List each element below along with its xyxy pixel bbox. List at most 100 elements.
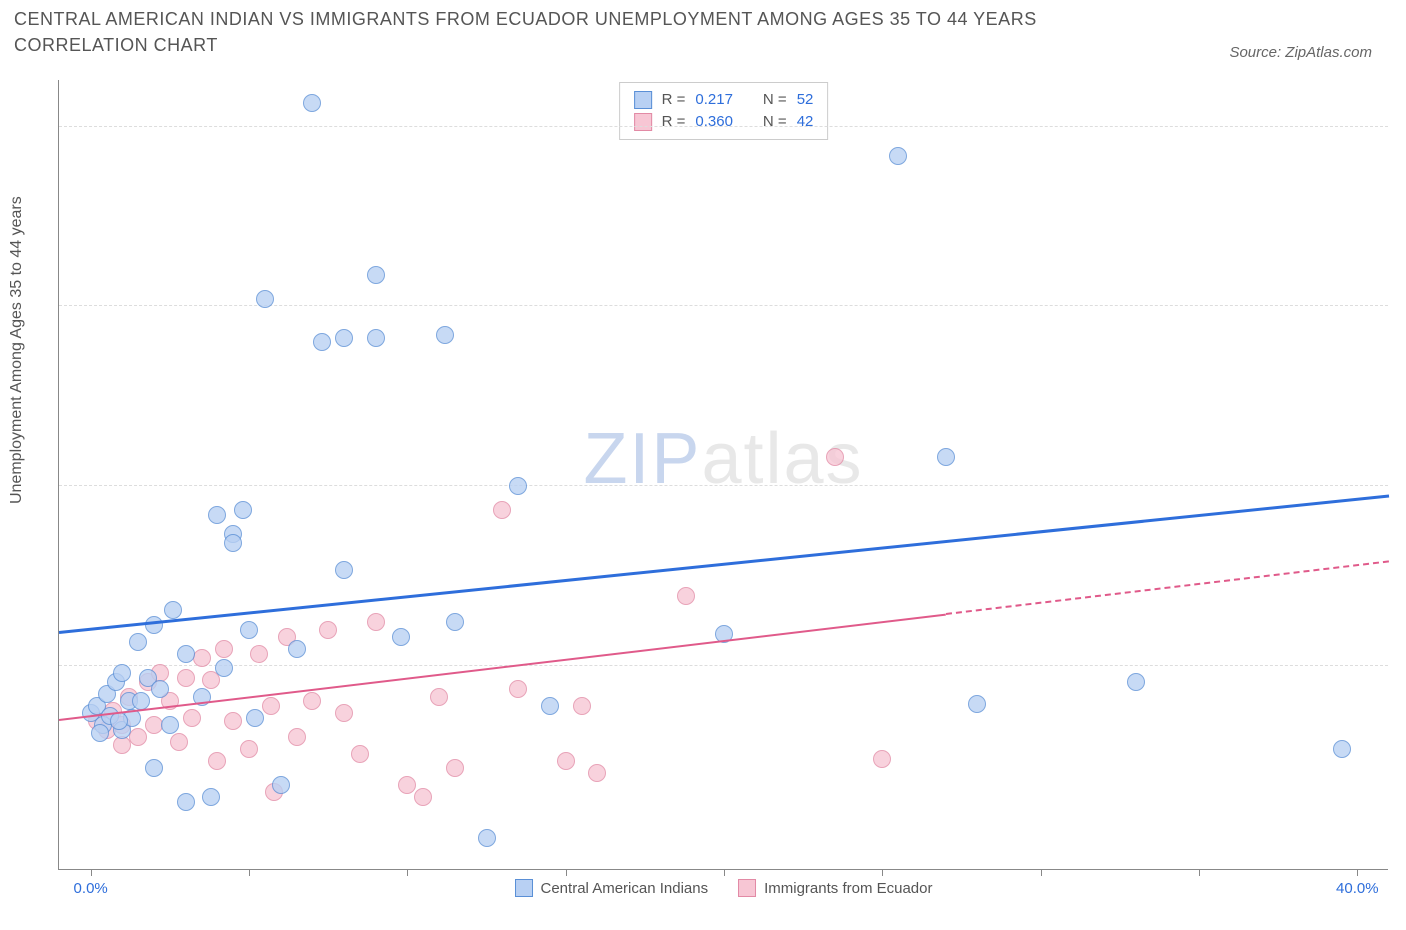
data-point-b	[398, 776, 416, 794]
x-tick	[249, 869, 250, 876]
gridline-h	[59, 485, 1388, 486]
data-point-a	[478, 829, 496, 847]
n-label-a: N =	[763, 89, 787, 111]
data-point-a	[436, 326, 454, 344]
data-point-b	[177, 669, 195, 687]
x-tick	[724, 869, 725, 876]
data-point-b	[319, 621, 337, 639]
data-point-a	[303, 94, 321, 112]
trendline-b	[59, 613, 946, 720]
data-point-b	[367, 613, 385, 631]
legend-item-a: Central American Indians	[515, 879, 709, 897]
data-point-a	[968, 695, 986, 713]
data-point-a	[208, 506, 226, 524]
data-point-a	[288, 640, 306, 658]
data-point-a	[889, 147, 907, 165]
data-point-b	[573, 697, 591, 715]
data-point-a	[272, 776, 290, 794]
data-point-b	[262, 697, 280, 715]
data-point-b	[588, 764, 606, 782]
data-point-b	[193, 649, 211, 667]
legend-stats-box: R = 0.217 N = 52 R = 0.360 N = 42	[619, 82, 829, 140]
data-point-a	[256, 290, 274, 308]
y-tick-label: 15.0%	[1398, 477, 1406, 494]
data-point-b	[557, 752, 575, 770]
data-point-a	[234, 501, 252, 519]
legend-stats-row-a: R = 0.217 N = 52	[634, 89, 814, 111]
legend-label-a: Central American Indians	[541, 880, 709, 897]
data-point-a	[335, 329, 353, 347]
data-point-b	[335, 704, 353, 722]
data-point-a	[541, 697, 559, 715]
data-point-a	[446, 613, 464, 631]
x-tick-label: 40.0%	[1336, 880, 1379, 897]
data-point-a	[509, 477, 527, 495]
data-point-b	[826, 448, 844, 466]
y-tick-label: 30.0%	[1398, 118, 1406, 135]
data-point-a	[246, 709, 264, 727]
data-point-b	[215, 640, 233, 658]
r-value-a: 0.217	[695, 89, 733, 111]
data-point-b	[351, 745, 369, 763]
data-point-a	[937, 448, 955, 466]
r-label-b: R =	[662, 111, 686, 133]
x-tick	[1041, 869, 1042, 876]
data-point-a	[177, 793, 195, 811]
data-point-b	[873, 750, 891, 768]
data-point-a	[151, 680, 169, 698]
data-point-a	[367, 329, 385, 347]
data-point-b	[288, 728, 306, 746]
y-tick-label: 7.5%	[1398, 657, 1406, 674]
data-point-a	[313, 333, 331, 351]
data-point-b	[677, 587, 695, 605]
legend-swatch-b	[634, 113, 652, 131]
watermark: ZIPatlas	[583, 418, 863, 500]
data-point-b	[493, 501, 511, 519]
legend-series: Central American Indians Immigrants from…	[515, 879, 933, 897]
data-point-a	[129, 633, 147, 651]
data-point-a	[215, 659, 233, 677]
data-point-a	[240, 621, 258, 639]
data-point-b	[303, 692, 321, 710]
x-tick	[566, 869, 567, 876]
r-label-a: R =	[662, 89, 686, 111]
data-point-b	[430, 688, 448, 706]
data-point-b	[224, 712, 242, 730]
data-point-a	[91, 724, 109, 742]
r-value-b: 0.360	[695, 111, 733, 133]
legend-label-b: Immigrants from Ecuador	[764, 880, 932, 897]
legend-swatch-a2	[515, 879, 533, 897]
data-point-b	[129, 728, 147, 746]
data-point-b	[250, 645, 268, 663]
legend-stats-row-b: R = 0.360 N = 42	[634, 111, 814, 133]
n-value-a: 52	[797, 89, 814, 111]
data-point-a	[1333, 740, 1351, 758]
source-label: Source: ZipAtlas.com	[1229, 44, 1372, 61]
trendline-b-extrapolated	[946, 561, 1390, 616]
legend-swatch-b2	[738, 879, 756, 897]
data-point-a	[164, 601, 182, 619]
n-value-b: 42	[797, 111, 814, 133]
data-point-b	[170, 733, 188, 751]
data-point-b	[208, 752, 226, 770]
x-tick	[882, 869, 883, 876]
data-point-b	[240, 740, 258, 758]
data-point-a	[367, 266, 385, 284]
data-point-a	[113, 664, 131, 682]
data-point-a	[1127, 673, 1145, 691]
legend-swatch-a	[634, 91, 652, 109]
data-point-a	[335, 561, 353, 579]
n-label-b: N =	[763, 111, 787, 133]
x-tick	[407, 869, 408, 876]
data-point-a	[202, 788, 220, 806]
y-axis-label: Unemployment Among Ages 35 to 44 years	[8, 196, 26, 504]
data-point-a	[145, 759, 163, 777]
data-point-b	[446, 759, 464, 777]
legend-item-b: Immigrants from Ecuador	[738, 879, 932, 897]
data-point-a	[392, 628, 410, 646]
data-point-b	[414, 788, 432, 806]
data-point-b	[183, 709, 201, 727]
data-point-a	[224, 534, 242, 552]
watermark-zip: ZIP	[583, 419, 701, 499]
gridline-h	[59, 126, 1388, 127]
